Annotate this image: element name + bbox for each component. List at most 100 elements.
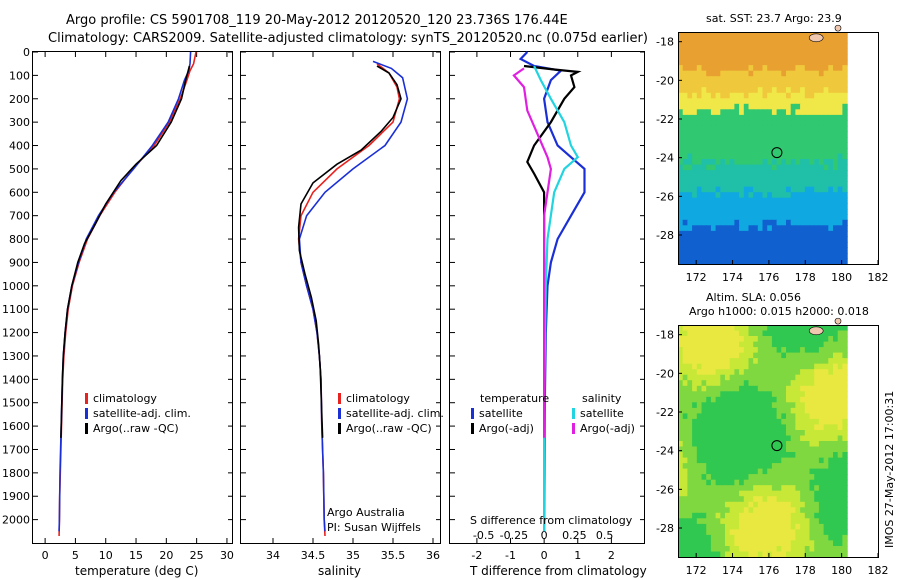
sla-map-cell bbox=[678, 358, 684, 365]
sla-map-cell bbox=[682, 347, 688, 354]
sst-map-cell bbox=[743, 81, 750, 88]
sla-map-cell bbox=[729, 512, 735, 519]
sst-map-cell bbox=[762, 131, 768, 138]
sla-map-cell bbox=[696, 402, 703, 409]
sla-map-cell bbox=[739, 413, 745, 420]
sst-map-cell bbox=[786, 219, 792, 226]
sst-map-cell bbox=[786, 258, 792, 265]
sst-map-cell bbox=[814, 247, 820, 254]
sst-map-cell bbox=[837, 253, 843, 260]
sla-map-cell bbox=[678, 396, 684, 403]
sla-map-cell bbox=[692, 518, 698, 525]
sla-map-cell bbox=[678, 463, 684, 470]
sst-map-cell bbox=[720, 59, 726, 66]
sla-map-cell bbox=[767, 369, 773, 376]
sla-map-cell bbox=[767, 534, 773, 541]
sst-map-cell bbox=[687, 120, 693, 127]
sla-map-cell bbox=[781, 430, 787, 437]
sla-map-cell bbox=[687, 385, 693, 392]
sla-map-cell bbox=[706, 413, 712, 420]
sst-map-cell bbox=[748, 225, 754, 232]
sla-map-cell bbox=[753, 479, 759, 486]
sst-map-cell bbox=[814, 81, 820, 88]
sst-map-cell bbox=[800, 208, 806, 215]
sla-map-cell bbox=[837, 446, 843, 453]
sst-map-cell bbox=[767, 125, 773, 132]
sla-map-cell bbox=[795, 330, 801, 337]
sst-map-cell bbox=[790, 230, 796, 237]
sst-map-cell bbox=[729, 241, 735, 248]
temp-ytick-label: 300 bbox=[9, 116, 30, 129]
sla-map-cell bbox=[706, 523, 712, 530]
sst-map-cell bbox=[809, 181, 815, 188]
sst-map-cell bbox=[776, 192, 782, 199]
temp-xtick-label: 15 bbox=[129, 549, 143, 562]
sst-map-cell bbox=[696, 219, 703, 226]
sla-map-cell bbox=[701, 407, 707, 414]
sst-map-cell bbox=[809, 65, 815, 72]
sla-map-cell bbox=[771, 336, 778, 343]
sst-map-cell bbox=[753, 125, 759, 132]
sla-map-cell bbox=[814, 479, 820, 486]
sla-map-cell bbox=[804, 402, 811, 409]
sst-map-cell bbox=[776, 197, 782, 204]
sla-map-cell bbox=[710, 485, 717, 492]
sla-map-cell bbox=[837, 435, 843, 442]
sla-map-cell bbox=[753, 413, 759, 420]
sst-map-cell bbox=[795, 153, 801, 160]
sla-map-cell bbox=[823, 402, 829, 409]
sst-map-cell bbox=[767, 253, 773, 260]
temp-ytick-label: 1500 bbox=[2, 397, 30, 410]
sla-map-cell bbox=[828, 501, 834, 508]
sst-map-cell bbox=[757, 81, 764, 88]
sst-map-cell bbox=[833, 32, 839, 39]
sal-legend-swatch bbox=[338, 423, 341, 434]
sla-map-cell bbox=[762, 501, 768, 508]
sla-map-cell bbox=[771, 463, 778, 470]
sla-map-cell bbox=[795, 336, 801, 343]
sla-map-cell bbox=[734, 441, 740, 448]
sst-map-cell bbox=[800, 153, 806, 160]
sla-map-cell bbox=[715, 457, 721, 464]
sla-map-cell bbox=[837, 485, 843, 492]
sla-map-cell bbox=[771, 518, 778, 525]
sla-map-cell bbox=[828, 485, 834, 492]
sst-map-cell bbox=[833, 54, 839, 61]
sst-map-cell bbox=[790, 197, 796, 204]
sla-map-cell bbox=[776, 490, 782, 497]
sla-map-cell bbox=[800, 330, 806, 337]
sst-map-cell bbox=[748, 131, 754, 138]
sla-map-cell bbox=[842, 468, 848, 475]
sla-map-cell bbox=[823, 496, 829, 503]
sst-map-cell bbox=[809, 98, 815, 105]
sla-map-cell bbox=[682, 352, 688, 359]
sla-map-cell bbox=[800, 369, 806, 376]
sst-map-cell bbox=[710, 164, 717, 171]
argo-australia-label: Argo Australia bbox=[327, 506, 405, 519]
sla-map-cell bbox=[710, 363, 717, 370]
sst-map-cell bbox=[710, 137, 717, 144]
sst-map-cell bbox=[781, 153, 787, 160]
sst-map-cell bbox=[814, 120, 820, 127]
sla-map-cell bbox=[842, 385, 848, 392]
sst-map-cell bbox=[814, 253, 820, 260]
sst-map-cell bbox=[720, 203, 726, 210]
sst-map-cell bbox=[748, 120, 754, 127]
sla-map-cell bbox=[687, 407, 693, 414]
sla-map-cell bbox=[842, 474, 848, 481]
sst-map-cell bbox=[715, 114, 721, 121]
sla-map-cell bbox=[729, 507, 735, 514]
sla-map-cell bbox=[767, 485, 773, 492]
sla-map-cell bbox=[800, 358, 806, 365]
sla-map-cell bbox=[734, 490, 740, 497]
sst-map-cell bbox=[823, 59, 829, 66]
sst-map-cell bbox=[701, 114, 707, 121]
sla-map-cell bbox=[781, 485, 787, 492]
sla-map-cell bbox=[710, 551, 717, 558]
sla-map-cell bbox=[706, 463, 712, 470]
sst-map-cell bbox=[757, 109, 764, 116]
sla-map-cell bbox=[809, 452, 815, 459]
sla-map-cell bbox=[837, 380, 843, 387]
sst-map-cell bbox=[818, 253, 825, 260]
sla-map-cell bbox=[786, 512, 792, 519]
